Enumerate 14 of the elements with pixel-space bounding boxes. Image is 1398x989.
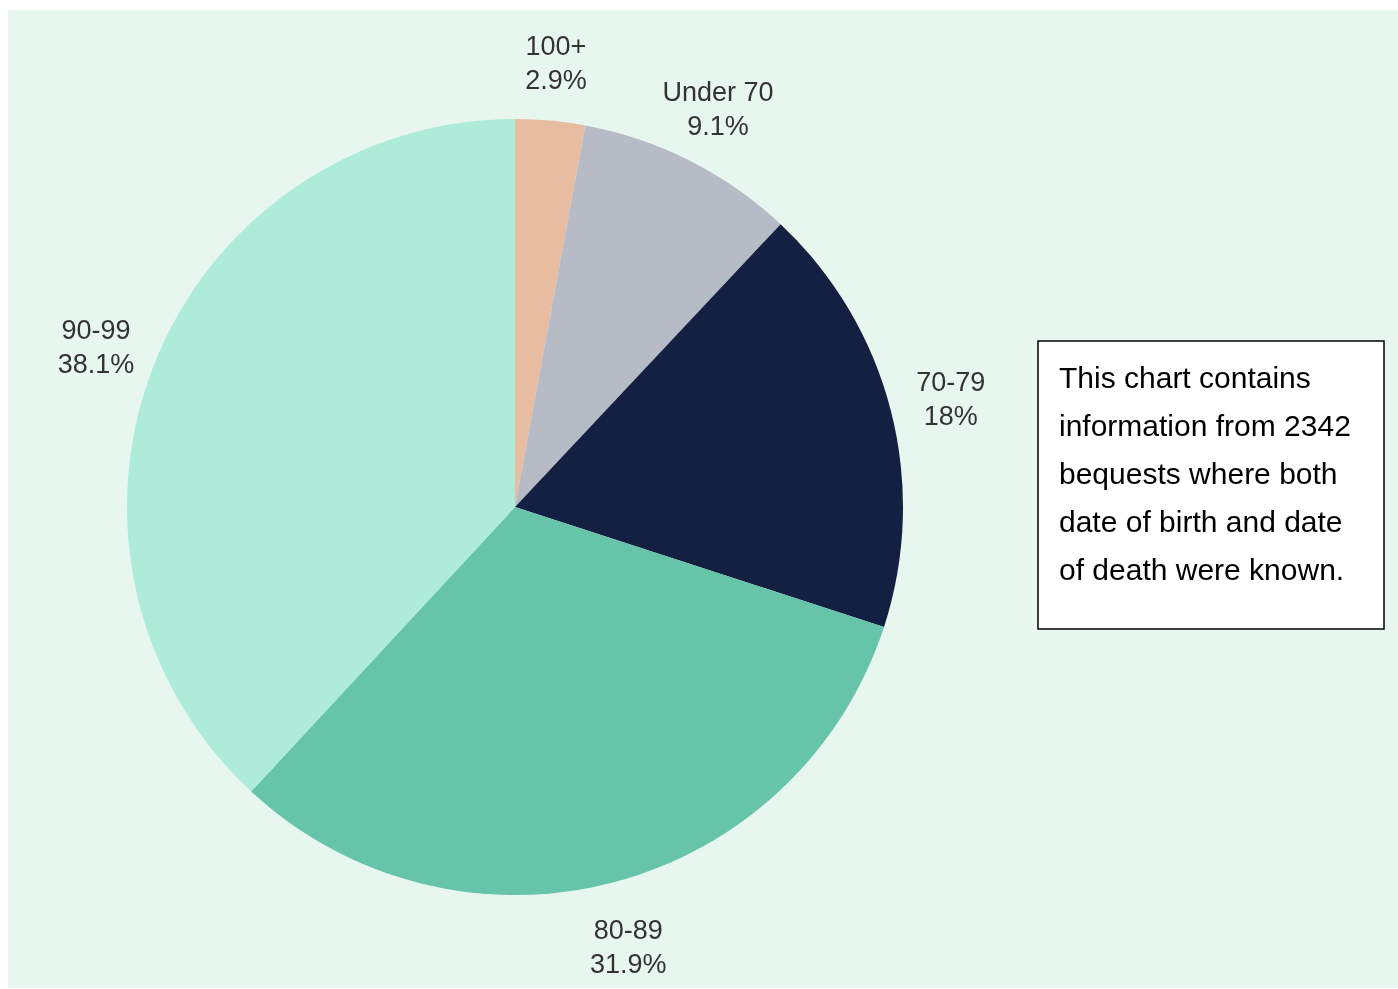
- data-label: 2.9%: [525, 64, 587, 95]
- data-label: 18%: [923, 401, 978, 432]
- text: This chart contains information from 2342 bequests where both date of birth and date of death were known.: [1059, 361, 1351, 586]
- pie-slice: [251, 507, 885, 895]
- data-label: 38.1%: [57, 348, 135, 379]
- data-label: 31.9%: [590, 948, 667, 979]
- slice-label: 70-79: [916, 367, 986, 398]
- slice-label: Under 70: [662, 77, 774, 108]
- slice-label: 90-99: [61, 314, 131, 345]
- pie-slice: [515, 119, 586, 507]
- data-label: 9.1%: [687, 111, 749, 142]
- slice-label: 80-89: [593, 914, 663, 945]
- pie-slice: [515, 224, 903, 627]
- slice-label: 100+: [525, 30, 587, 61]
